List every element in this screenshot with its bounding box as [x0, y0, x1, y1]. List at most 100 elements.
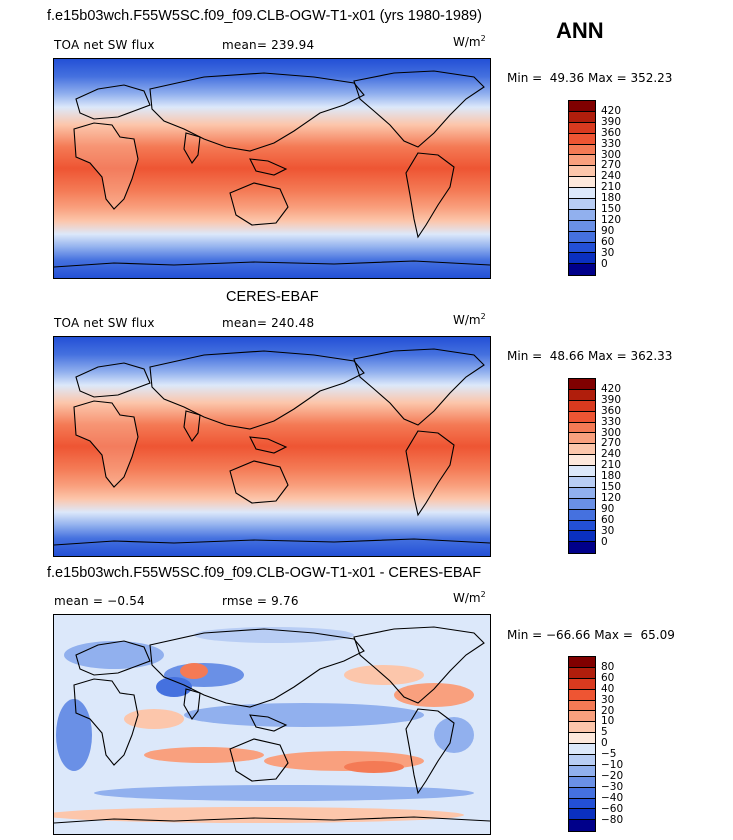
- colorbar-cell: [569, 155, 595, 167]
- colorbar-cell: [569, 433, 595, 445]
- panel-2-units: W/m2: [453, 312, 486, 327]
- panel-3-coastlines: [54, 626, 490, 824]
- colorbar-tick-label: 0: [601, 737, 608, 750]
- colorbar-cell: [569, 542, 595, 554]
- colorbar-tick-label: −80: [601, 813, 624, 826]
- panel-1-colorbar: [568, 100, 596, 277]
- colorbar-cell: [569, 411, 595, 423]
- colorbar-tick-label: 5: [601, 726, 608, 739]
- colorbar-cell: [569, 389, 595, 401]
- colorbar-tick-label: 30: [601, 693, 615, 706]
- colorbar-tick-label: −10: [601, 759, 624, 771]
- colorbar-tick-label: 180: [601, 192, 622, 205]
- colorbar-cell: [569, 199, 595, 210]
- colorbar-tick-label: 0: [601, 535, 608, 548]
- colorbar-tick-label: 420: [601, 104, 622, 117]
- colorbar-tick-label: 120: [601, 491, 622, 504]
- panel-2-colorbar-ticks: 420 390 360 330 300 270 240 210 180 150 120 90 60 30 0: [601, 378, 641, 553]
- colorbar-cell: [569, 820, 595, 832]
- colorbar-cell: [569, 133, 595, 145]
- colorbar-tick-label: −20: [601, 769, 624, 782]
- colorbar-tick-label: 10: [601, 715, 615, 728]
- colorbar-cell: [569, 166, 595, 178]
- panel-1-units: W/m2: [453, 34, 486, 49]
- colorbar-cell: [569, 444, 595, 456]
- colorbar-tick-label: 60: [601, 235, 615, 248]
- colorbar-tick-label: −60: [601, 802, 624, 815]
- colorbar-cell: [569, 722, 595, 734]
- colorbar-cell: [569, 144, 595, 156]
- colorbar-tick-label: 150: [601, 481, 622, 493]
- colorbar-cell: [569, 231, 595, 243]
- colorbar-cell: [569, 776, 595, 788]
- colorbar-cell: [569, 755, 595, 766]
- colorbar-cell: [569, 253, 595, 265]
- panel-2-colorbar: [568, 378, 596, 555]
- colorbar-tick-label: 420: [601, 382, 622, 395]
- colorbar-tick-label: 360: [601, 404, 622, 417]
- panel-1-coastlines: [54, 70, 490, 268]
- panel-2-mean-label: mean= 240.48: [222, 316, 315, 330]
- colorbar-cell: [569, 657, 595, 668]
- colorbar-cell: [569, 520, 595, 532]
- colorbar-tick-label: 240: [601, 170, 622, 183]
- panel-2-field-label: TOA net SW flux: [54, 316, 155, 330]
- colorbar-cell: [569, 689, 595, 701]
- colorbar-tick-label: 80: [601, 660, 615, 673]
- panel-2-coastlines: [54, 348, 490, 546]
- colorbar-cell: [569, 498, 595, 510]
- colorbar-tick-label: 150: [601, 203, 622, 215]
- panel-3-rmse-label: rmse = 9.76: [222, 594, 299, 608]
- colorbar-tick-label: 90: [601, 224, 615, 237]
- panel-3-colorbar-ticks: 80 60 40 30 20 10 5 0 −5 −10 −20 −30 −40 −60 −80: [601, 656, 641, 831]
- colorbar-tick-label: 20: [601, 704, 615, 717]
- colorbar-cell: [569, 264, 595, 276]
- colorbar-cell: [569, 455, 595, 467]
- colorbar-tick-label: 180: [601, 470, 622, 483]
- colorbar-cell: [569, 733, 595, 745]
- colorbar-cell: [569, 400, 595, 412]
- panel-1-map: [53, 58, 491, 279]
- colorbar-tick-label: 270: [601, 159, 622, 172]
- panel-1-map-canvas: [54, 59, 490, 278]
- colorbar-cell: [569, 711, 595, 723]
- colorbar-tick-label: 120: [601, 213, 622, 226]
- panel-1-minmax: Min = 49.36 Max = 352.23: [507, 71, 673, 85]
- panel-3-mean-label: mean = −0.54: [54, 594, 145, 608]
- colorbar-tick-label: 30: [601, 524, 615, 537]
- colorbar-cell: [569, 477, 595, 488]
- colorbar-cell: [569, 422, 595, 434]
- colorbar-cell: [569, 531, 595, 543]
- panel-3-title: f.e15b03wch.F55W5SC.f09_f09.CLB-OGW-T1-x…: [47, 565, 482, 581]
- colorbar-cell: [569, 487, 595, 499]
- panel-3-colorbar: [568, 656, 596, 833]
- colorbar-tick-label: −30: [601, 780, 624, 793]
- colorbar-tick-label: 30: [601, 246, 615, 259]
- panel-3-minmax: Min = −66.66 Max = 65.09: [507, 628, 675, 642]
- panel-2-map-canvas: [54, 337, 490, 556]
- panel-1-field-label: TOA net SW flux: [54, 38, 155, 52]
- colorbar-tick-label: 390: [601, 115, 622, 128]
- colorbar-tick-label: 60: [601, 513, 615, 526]
- colorbar-cell: [569, 220, 595, 232]
- panel-1-colorbar-ticks: 420 390 360 330 300 270 240 210 180 150 120 90 60 30 0: [601, 100, 641, 275]
- colorbar-cell: [569, 101, 595, 112]
- colorbar-tick-label: 240: [601, 448, 622, 461]
- colorbar-tick-label: 210: [601, 459, 622, 472]
- colorbar-cell: [569, 809, 595, 821]
- colorbar-tick-label: 300: [601, 426, 622, 439]
- colorbar-cell: [569, 188, 595, 200]
- panel-1-mean-label: mean= 239.94: [222, 38, 315, 52]
- colorbar-cell: [569, 242, 595, 254]
- colorbar-tick-label: −5: [601, 748, 617, 761]
- panel-2-map: [53, 336, 491, 557]
- colorbar-tick-label: 360: [601, 126, 622, 139]
- panel-3-units: W/m2: [453, 590, 486, 605]
- colorbar-tick-label: −40: [601, 791, 624, 804]
- colorbar-cell: [569, 122, 595, 134]
- colorbar-cell: [569, 379, 595, 390]
- panel-2-title: CERES-EBAF: [226, 289, 319, 305]
- colorbar-cell: [569, 798, 595, 810]
- colorbar-cell: [569, 787, 595, 799]
- colorbar-cell: [569, 111, 595, 123]
